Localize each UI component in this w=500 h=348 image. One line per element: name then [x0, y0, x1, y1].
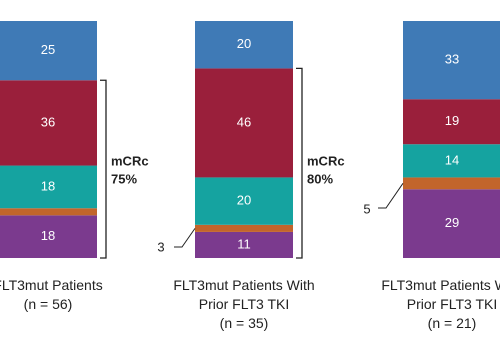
value-label: 14: [445, 152, 459, 167]
bar-segment: [195, 177, 293, 225]
bar-segment: [0, 208, 97, 216]
annotation: 80%: [307, 171, 333, 186]
bar-segment: [403, 21, 500, 100]
callout-line: [378, 183, 404, 209]
x-tick-label: FLT3mut Patients With Prior FLT3 TKI (n …: [381, 277, 500, 331]
bar-segment: [0, 21, 97, 81]
value-label: 11: [237, 236, 251, 251]
callout-label: 5: [363, 201, 370, 216]
bracket: [296, 67, 303, 259]
value-label: 29: [445, 215, 459, 230]
bar-segment: [195, 231, 293, 258]
bracket: [100, 79, 107, 259]
value-label: 36: [41, 114, 55, 129]
value-label: 46: [237, 114, 251, 129]
bar-segment: [403, 144, 500, 178]
x-tick-label: FLT3mut Patients (n = 56): [0, 277, 103, 312]
value-label: 18: [41, 228, 55, 243]
annotation: 75%: [111, 171, 137, 186]
bar-segment: [0, 215, 97, 258]
value-label: 19: [445, 113, 459, 128]
bar-segment: [0, 165, 97, 209]
value-label: 25: [41, 42, 55, 57]
value-label: 20: [237, 193, 251, 208]
bar-segment: [195, 21, 293, 69]
bar-segment: [195, 68, 293, 178]
annotation: mCRc: [111, 153, 149, 168]
bar-segment: [195, 224, 293, 232]
value-label: 20: [237, 36, 251, 51]
bar-segment: [403, 177, 500, 190]
callout-line: [174, 228, 196, 248]
bar-segment: [403, 99, 500, 145]
bar-segment: [403, 189, 500, 258]
value-label: 33: [445, 52, 459, 67]
annotation: mCRc: [307, 153, 345, 168]
x-tick-label: FLT3mut Patients With Prior FLT3 TKI (n …: [173, 277, 315, 331]
bar-segment: [0, 80, 97, 166]
callout-label: 3: [157, 239, 164, 254]
value-label: 18: [41, 178, 55, 193]
